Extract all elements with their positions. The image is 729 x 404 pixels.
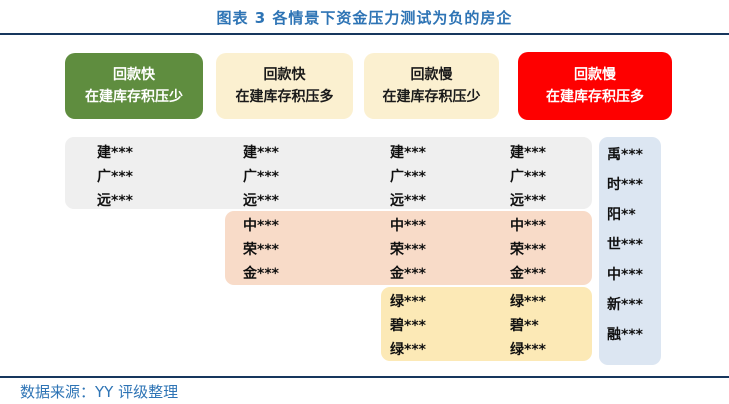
header-line2: 在建库存积压多	[546, 89, 644, 105]
blue-names: 禹*** 时*** 阳** 世*** 中*** 新*** 融***	[607, 140, 643, 350]
company-name: 荣***	[390, 242, 426, 258]
band-blue-group	[599, 137, 661, 365]
pink-names-col4: 中*** 荣*** 金***	[510, 214, 546, 286]
company-name: 中***	[510, 218, 546, 234]
company-name: 阳**	[607, 207, 636, 223]
company-name: 广***	[97, 169, 133, 185]
header-line2: 在建库存积压少	[85, 89, 183, 105]
company-name: 建***	[510, 145, 546, 161]
company-name: 建***	[97, 145, 133, 161]
company-name: 远***	[97, 193, 133, 209]
header-line1: 回款快	[113, 66, 155, 83]
company-name: 绿***	[510, 294, 546, 310]
company-name: 绿***	[510, 342, 546, 358]
company-name: 中***	[390, 218, 426, 234]
band-pink-group	[225, 211, 592, 285]
company-name: 碧***	[390, 318, 426, 334]
company-name: 广***	[243, 169, 279, 185]
company-name: 建***	[390, 145, 426, 161]
band-gray-group	[65, 137, 592, 209]
header-line2: 在建库存积压少	[382, 89, 481, 105]
company-name: 融***	[607, 327, 643, 343]
company-name: 新***	[607, 297, 643, 313]
company-name: 绿***	[390, 342, 426, 358]
header-slow-collection-low-inventory: 回款慢 在建库存积压少	[364, 53, 499, 119]
yellow-names-col3: 绿*** 碧*** 绿***	[390, 290, 426, 362]
data-source: 数据来源：YY 评级整理	[20, 383, 179, 401]
header-line1: 回款快	[263, 66, 306, 83]
header-line2: 在建库存积压多	[235, 89, 334, 105]
company-name: 建***	[243, 145, 279, 161]
company-name: 禹***	[607, 147, 643, 163]
gray-names-col4: 建*** 广*** 远***	[510, 141, 546, 213]
company-name: 绿***	[390, 294, 426, 310]
company-name: 荣***	[510, 242, 546, 258]
company-name: 世***	[607, 237, 643, 253]
header-slow-collection-high-inventory: 回款慢 在建库存积压多	[518, 52, 672, 120]
company-name: 时***	[607, 177, 643, 193]
company-name: 广***	[390, 169, 426, 185]
figure-title: 图表 3 各情景下资金压力测试为负的房企	[216, 9, 513, 27]
company-name: 远***	[243, 193, 279, 209]
gray-names-col1: 建*** 广*** 远***	[97, 141, 133, 213]
header-line1: 回款慢	[574, 66, 616, 83]
top-divider	[0, 33, 729, 35]
company-name: 金***	[243, 266, 279, 282]
bottom-divider	[0, 376, 729, 378]
company-name: 远***	[390, 193, 426, 209]
pink-names-col3: 中*** 荣*** 金***	[390, 214, 426, 286]
gray-names-col2: 建*** 广*** 远***	[243, 141, 279, 213]
company-name: 金***	[390, 266, 426, 282]
header-line1: 回款慢	[410, 66, 453, 83]
company-name: 荣***	[243, 242, 279, 258]
company-name: 远***	[510, 193, 546, 209]
band-yellow-group	[381, 287, 592, 361]
header-fast-collection-high-inventory: 回款快 在建库存积压多	[216, 53, 353, 119]
gray-names-col3: 建*** 广*** 远***	[390, 141, 426, 213]
company-name: 碧**	[510, 318, 539, 334]
company-name: 金***	[510, 266, 546, 282]
company-name: 中***	[243, 218, 279, 234]
company-name: 广***	[510, 169, 546, 185]
company-name: 中***	[607, 267, 643, 283]
pink-names-col2: 中*** 荣*** 金***	[243, 214, 279, 286]
yellow-names-col4: 绿*** 碧** 绿***	[510, 290, 546, 362]
header-fast-collection-low-inventory: 回款快 在建库存积压少	[65, 53, 203, 119]
